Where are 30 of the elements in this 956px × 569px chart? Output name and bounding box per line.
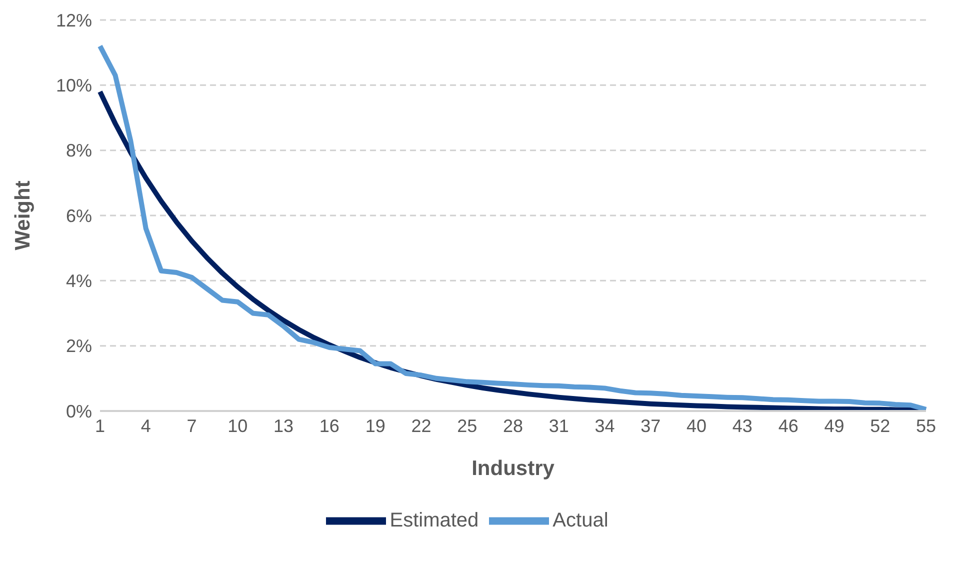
- x-tick-label: 55: [916, 416, 936, 436]
- x-tick-label: 34: [594, 416, 615, 436]
- x-tick-label: 13: [274, 416, 294, 436]
- y-tick-label: 8%: [66, 140, 92, 161]
- x-tick-label: 1: [94, 416, 106, 436]
- y-axis-title: Weight: [11, 180, 34, 250]
- legend-label: Actual: [552, 509, 608, 532]
- x-tick-label: 40: [686, 416, 707, 436]
- y-tick-label: 2%: [66, 336, 92, 356]
- x-tick-label: 28: [502, 416, 524, 436]
- x-tick-label: 16: [319, 416, 340, 436]
- x-tick-label: 25: [457, 416, 478, 436]
- x-tick-label: 43: [732, 416, 752, 436]
- legend-label: Estimated: [390, 509, 479, 532]
- y-tick-label: 4%: [66, 271, 92, 292]
- x-tick-label: 4: [140, 416, 151, 436]
- x-tick-label: 52: [870, 416, 890, 436]
- x-tick-label: 49: [824, 416, 844, 436]
- x-tick-label: 19: [365, 416, 386, 436]
- y-tick-label: 6%: [66, 206, 92, 226]
- x-tick-label: 22: [411, 416, 432, 436]
- x-tick-label: 7: [186, 416, 197, 436]
- x-tick-label: 37: [640, 416, 661, 436]
- y-tick-label: 10%: [56, 76, 92, 96]
- x-tick-label: 10: [228, 416, 248, 436]
- y-tick-label: 0%: [66, 401, 92, 422]
- x-tick-label: 46: [778, 416, 798, 436]
- y-tick-label: 12%: [56, 10, 92, 30]
- x-axis-title: Industry: [472, 457, 555, 480]
- x-tick-label: 31: [548, 416, 569, 436]
